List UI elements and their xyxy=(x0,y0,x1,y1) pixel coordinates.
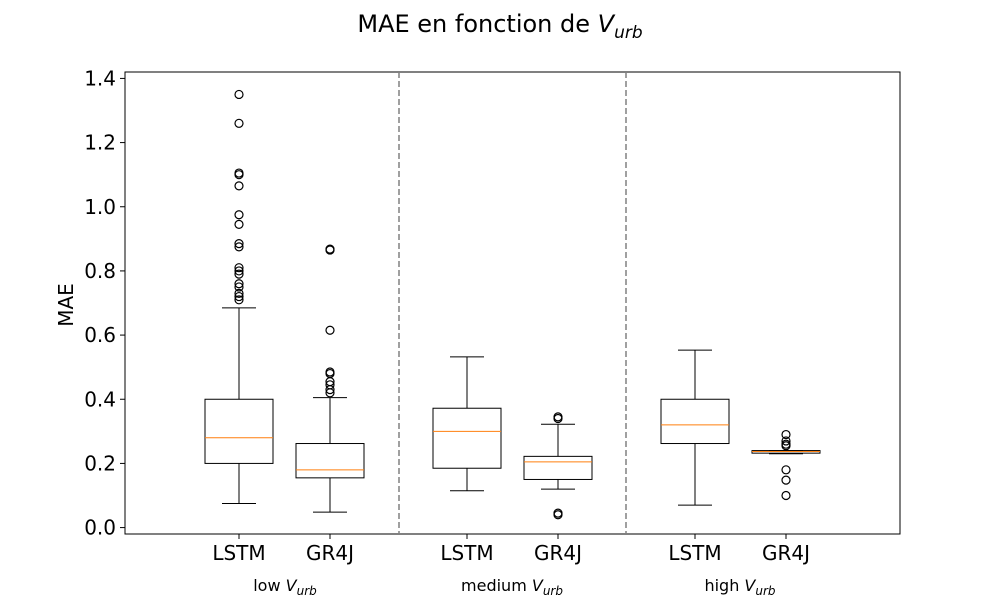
y-tick-label: 0.4 xyxy=(84,387,116,411)
box-lstm-1 xyxy=(432,356,502,492)
box-gr4j-1 xyxy=(523,412,593,520)
outlier-point xyxy=(234,89,244,100)
box-iqr xyxy=(204,398,274,464)
outlier-point xyxy=(781,436,791,446)
outlier-point xyxy=(325,325,335,335)
outlier-point xyxy=(553,412,563,422)
outlier-point xyxy=(781,429,791,440)
x-tick-label: GR4J xyxy=(534,541,582,565)
x-tick-label: GR4J xyxy=(306,541,354,565)
y-tick-label: 1.4 xyxy=(84,66,116,90)
outlier-point xyxy=(234,219,244,229)
outlier-point xyxy=(234,239,244,249)
outlier-point xyxy=(781,439,791,449)
outlier-point xyxy=(234,263,244,273)
box-lstm-0 xyxy=(204,89,274,505)
y-tick-label: 1.2 xyxy=(84,131,116,155)
outlier-point xyxy=(325,367,335,377)
y-tick-label: 0.2 xyxy=(84,451,116,475)
outlier-point xyxy=(234,118,244,128)
group-label: low Vurb xyxy=(253,576,317,598)
outlier-point xyxy=(234,242,244,252)
x-tick-label: GR4J xyxy=(762,541,810,565)
y-tick-label: 1.0 xyxy=(84,195,116,219)
group-label: medium Vurb xyxy=(461,576,563,598)
chart-title: MAE en fonction de Vurb xyxy=(357,10,642,43)
outlier-point xyxy=(234,210,244,220)
group-label: high Vurb xyxy=(704,576,775,598)
outlier-point xyxy=(234,291,244,302)
outlier-point xyxy=(234,269,244,279)
y-tick-label: 0.6 xyxy=(84,323,116,347)
outlier-point xyxy=(325,380,335,390)
outlier-point xyxy=(234,181,244,191)
x-tick-label: LSTM xyxy=(668,541,721,565)
y-tick-label: 0.0 xyxy=(84,516,116,540)
axes-frame xyxy=(124,71,901,535)
box-lstm-2 xyxy=(660,349,730,506)
outlier-point xyxy=(553,508,563,518)
outlier-point xyxy=(234,295,244,305)
box-iqr xyxy=(432,407,502,469)
box-gr4j-2 xyxy=(751,429,821,501)
x-tick-label: LSTM xyxy=(212,541,265,565)
outlier-point xyxy=(234,288,244,298)
outlier-point xyxy=(234,279,244,289)
box-gr4j-0 xyxy=(295,244,365,513)
outlier-point xyxy=(325,244,335,254)
box-iqr xyxy=(295,443,365,479)
box-iqr xyxy=(523,455,593,480)
box-iqr xyxy=(660,398,730,445)
y-tick-label: 0.8 xyxy=(84,259,116,283)
outlier-point xyxy=(781,490,791,501)
plot-area: 0.0 0.2 0.4 0.6 0.8 1.0 1.2 1.4 LSTM GR4J LSTM GR4J… xyxy=(84,66,901,598)
outlier-point xyxy=(234,266,244,276)
outlier-point xyxy=(234,282,244,292)
y-axis-label: MAE xyxy=(54,283,78,327)
x-tick-label: LSTM xyxy=(440,541,493,565)
outlier-point xyxy=(781,475,791,485)
outlier-point xyxy=(781,465,791,475)
outlier-point xyxy=(234,168,244,178)
